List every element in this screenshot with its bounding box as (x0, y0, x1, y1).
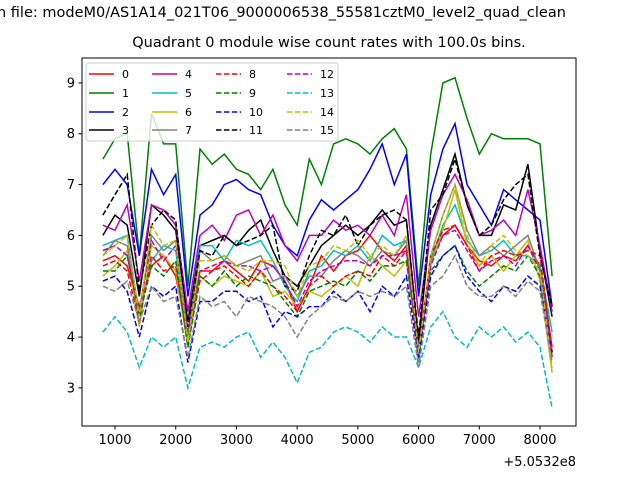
chart-title: Quadrant 0 module wise count rates with … (132, 35, 526, 51)
y-tick-label: 5 (67, 280, 75, 295)
series-line-6 (102, 189, 553, 373)
series-line-7 (102, 182, 553, 363)
y-tick-label: 7 (67, 178, 75, 193)
legend-label-10: 10 (249, 106, 263, 119)
series-line-10 (102, 244, 553, 363)
legend-label-9: 9 (249, 87, 256, 100)
series-line-14 (102, 182, 553, 368)
x-tick-label: 7000 (463, 433, 496, 448)
series-line-13 (102, 310, 553, 409)
y-tick-label: 6 (67, 229, 75, 244)
legend-label-7: 7 (185, 124, 192, 137)
plot-frame (81, 57, 577, 427)
x-tick-label: 1000 (98, 433, 131, 448)
legend-label-0: 0 (122, 68, 129, 81)
y-tick-label: 8 (67, 127, 75, 142)
y-tick-label: 3 (67, 381, 75, 396)
y-tick-label: 4 (67, 331, 75, 346)
legend-label-1: 1 (122, 87, 129, 100)
x-offset-label: +5.0532e8 (503, 455, 576, 470)
legend-label-4: 4 (185, 68, 192, 81)
x-tick-label: 2000 (159, 433, 192, 448)
legend-label-8: 8 (249, 68, 256, 81)
legend-label-12: 12 (320, 68, 334, 81)
legend-label-13: 13 (320, 87, 334, 100)
series-line-9 (102, 244, 553, 358)
x-tick-label: 6000 (402, 433, 435, 448)
series-lines (102, 76, 553, 409)
x-tick-label: 4000 (281, 433, 314, 448)
legend-label-15: 15 (320, 124, 334, 137)
x-tick-label: 3000 (220, 433, 253, 448)
series-line-2 (102, 121, 553, 307)
legend-label-3: 3 (122, 124, 129, 137)
legend-label-11: 11 (249, 124, 263, 137)
figure-suptitle: n file: modeM0/AS1A14_021T06_9000006538_… (0, 5, 566, 21)
x-tick-label: 5000 (341, 433, 374, 448)
legend-label-6: 6 (185, 106, 192, 119)
series-line-0 (102, 224, 553, 348)
y-axis: 3 4 5 6 7 8 9 (67, 76, 82, 396)
series-line-1 (102, 76, 553, 287)
series-line-11 (102, 156, 553, 338)
series-line-12 (102, 229, 553, 358)
legend-label-14: 14 (320, 106, 334, 119)
x-axis: 1000 2000 3000 4000 5000 6000 7000 8000 (98, 426, 557, 448)
y-tick-label: 9 (67, 76, 75, 91)
legend-label-2: 2 (122, 106, 129, 119)
x-tick-label: 8000 (523, 433, 556, 448)
series-line-15 (102, 254, 553, 368)
legend-label-5: 5 (185, 87, 192, 100)
